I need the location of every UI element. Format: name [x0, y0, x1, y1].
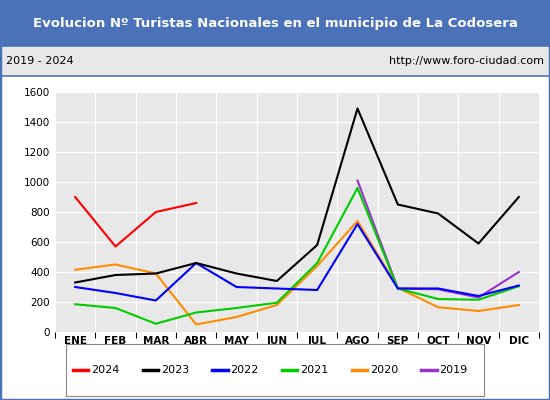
Text: 2023: 2023 [161, 365, 189, 375]
Text: 2022: 2022 [230, 365, 259, 375]
Text: 2019 - 2024: 2019 - 2024 [6, 56, 73, 66]
Text: 2024: 2024 [91, 365, 119, 375]
Text: 2021: 2021 [300, 365, 328, 375]
Text: 2019: 2019 [439, 365, 468, 375]
Text: 2020: 2020 [370, 365, 398, 375]
Text: http://www.foro-ciudad.com: http://www.foro-ciudad.com [389, 56, 544, 66]
Text: Evolucion Nº Turistas Nacionales en el municipio de La Codosera: Evolucion Nº Turistas Nacionales en el m… [32, 16, 518, 30]
